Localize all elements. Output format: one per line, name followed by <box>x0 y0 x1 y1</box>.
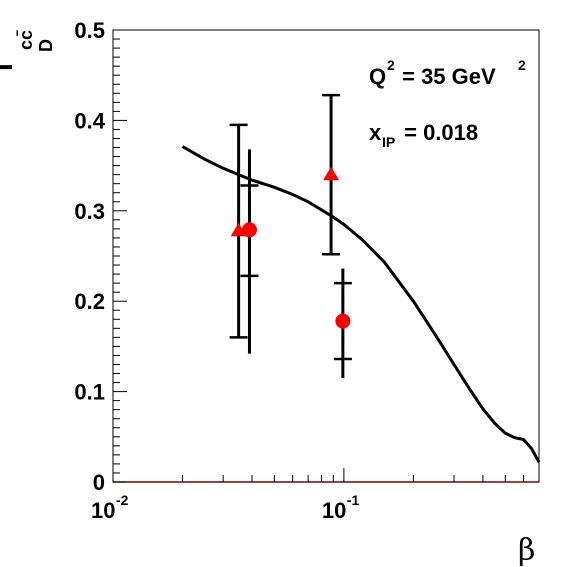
x-tick-label-exp: -1 <box>347 492 360 508</box>
y-tick-label: 0.2 <box>74 289 105 314</box>
x-tick-label: 10 -1 <box>322 492 360 523</box>
xip-rest: = 0.018 <box>398 120 478 145</box>
x-axis-label: β <box>518 533 535 567</box>
triangle-marker <box>323 166 340 181</box>
y-label-sub: D <box>36 39 56 52</box>
q2-mid: = 35 GeV <box>396 64 496 89</box>
y-tick-label: 0.5 <box>74 18 105 43</box>
x-tick-label: 10 -2 <box>91 492 129 523</box>
y-tick-label: 0 <box>93 470 105 495</box>
x-tick-label-base: 10 <box>322 498 346 523</box>
plot-frame <box>112 29 540 483</box>
triangle-marker <box>230 222 247 237</box>
xip-sub: IP <box>382 134 395 150</box>
y-tick-label: 0.3 <box>74 199 105 224</box>
model-curve <box>181 145 541 463</box>
y-tick-label: 0.1 <box>74 380 105 405</box>
axis-ticks: 00.10.20.30.40.510 -2 10 -1 <box>74 18 540 523</box>
circle-marker <box>335 313 351 329</box>
annotation-xip: x IP = 0.018 <box>369 120 478 150</box>
x-tick-label-exp: -2 <box>116 492 129 508</box>
y-label-main: f <box>0 61 19 72</box>
data-point-group <box>229 123 248 339</box>
svg-text:Q: Q <box>369 64 386 89</box>
data-point-group <box>240 149 259 354</box>
model-curve-layer <box>181 145 541 463</box>
xip-base: x <box>369 120 382 145</box>
q2-sup1: 2 <box>387 57 395 73</box>
y-tick-label: 0.4 <box>74 108 105 133</box>
y-label-sup: cc̄ <box>16 30 36 50</box>
x-tick-label-base: 10 <box>91 498 115 523</box>
circle-marker <box>241 222 257 238</box>
q2-sup2: 2 <box>518 57 526 73</box>
data-point-group <box>322 93 341 256</box>
data-points-layer <box>229 93 352 379</box>
annotation-q2: Q 2 = 35 GeV 2 <box>369 57 526 89</box>
q2-base: Q <box>369 64 386 89</box>
y-axis-label: f cc̄ D <box>0 30 56 72</box>
data-point-group <box>333 268 352 379</box>
